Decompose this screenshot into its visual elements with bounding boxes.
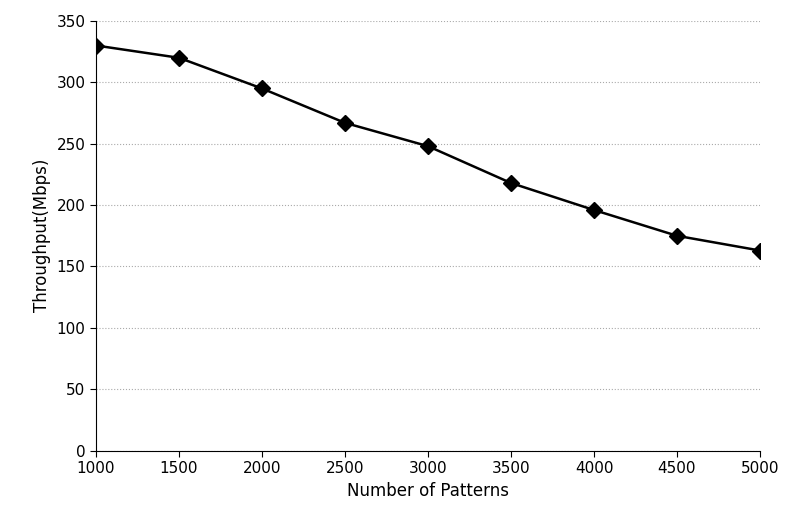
- Y-axis label: Throughput(Mbps): Throughput(Mbps): [33, 159, 51, 312]
- X-axis label: Number of Patterns: Number of Patterns: [347, 482, 509, 499]
